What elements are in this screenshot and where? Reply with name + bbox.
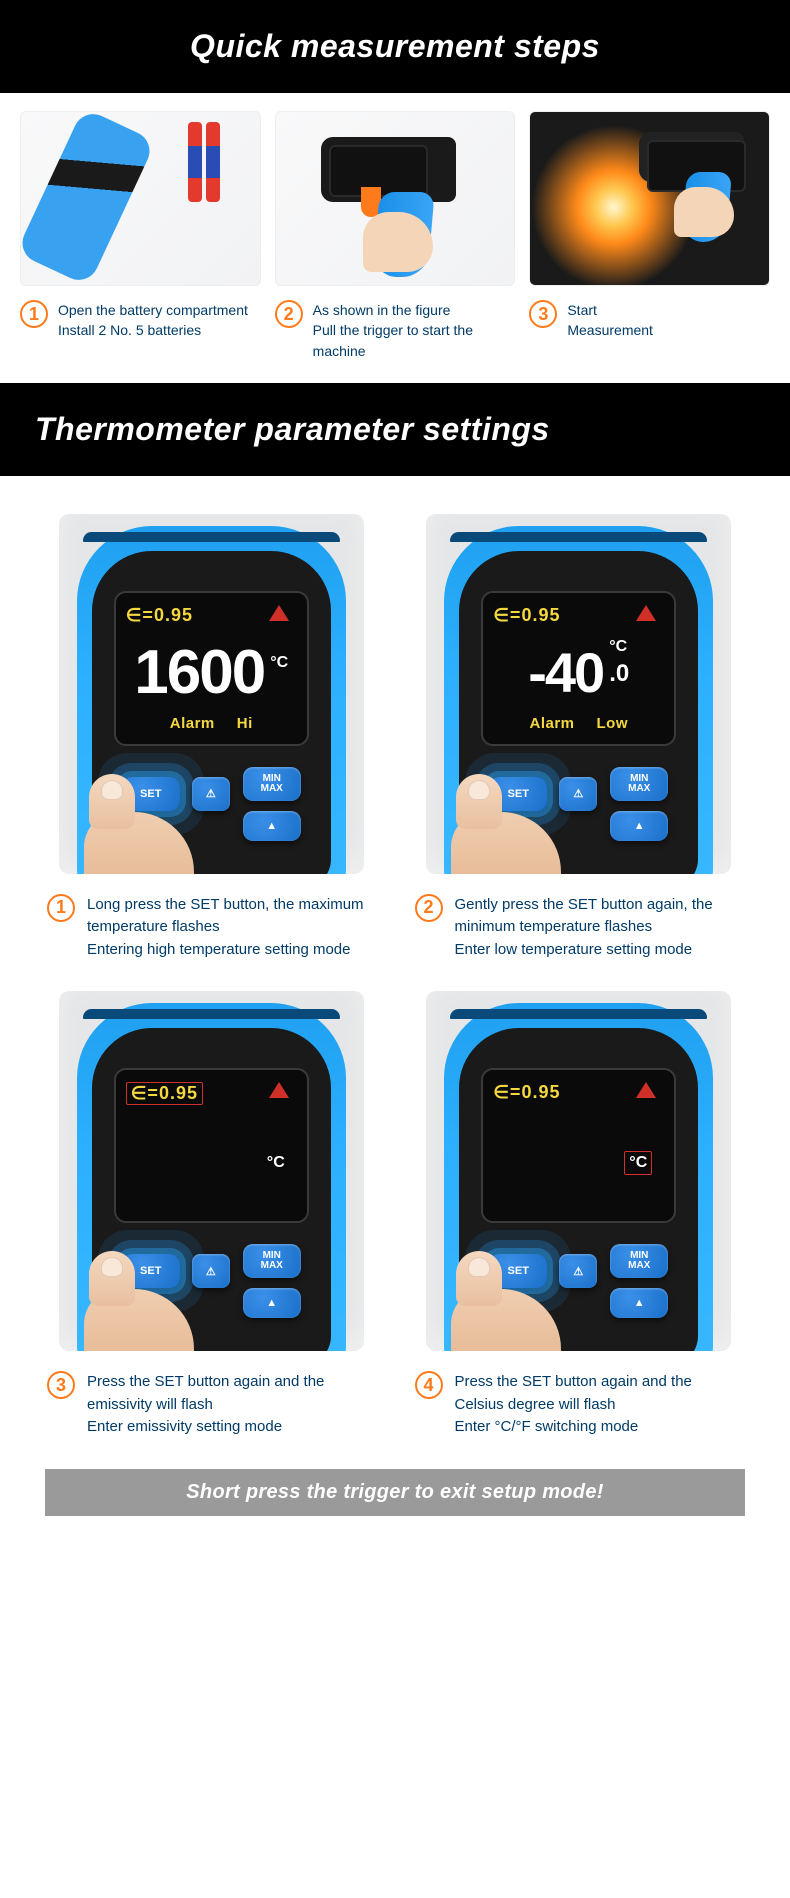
step-number-badge: 4 bbox=[415, 1371, 443, 1399]
step-text: Open the battery compartment Install 2 N… bbox=[58, 300, 248, 341]
quick-steps-row: 1 Open the battery compartment Install 2… bbox=[0, 93, 790, 383]
device-screen: ∈=0.95 1600 °C Alarm Hi bbox=[114, 591, 309, 746]
step-1-image bbox=[20, 111, 261, 286]
finger-illustration bbox=[451, 774, 561, 874]
light-button[interactable]: ⚠ bbox=[559, 777, 597, 811]
footer-note: Short press the trigger to exit setup mo… bbox=[45, 1469, 745, 1516]
up-button[interactable]: ▲ bbox=[610, 1288, 668, 1318]
finger-illustration bbox=[451, 1251, 561, 1351]
device-tile: ∈=0.95 -40 °C .0 Alar bbox=[426, 514, 731, 874]
battery-icon bbox=[188, 122, 202, 202]
batteries-illustration bbox=[188, 122, 220, 202]
minmax-button[interactable]: MIN MAX bbox=[243, 767, 301, 801]
setting-cell-1: ∈=0.95 1600 °C Alarm Hi bbox=[45, 514, 378, 967]
settings-grid: ∈=0.95 1600 °C Alarm Hi bbox=[0, 476, 790, 1459]
step-text: Start Measurement bbox=[567, 300, 653, 341]
emissivity-value: ∈=0.95 bbox=[126, 605, 193, 626]
step-number-badge: 2 bbox=[415, 894, 443, 922]
caption-text: Gently press the SET button again, the m… bbox=[455, 894, 744, 962]
light-button[interactable]: ⚠ bbox=[192, 777, 230, 811]
step-number-badge: 1 bbox=[47, 894, 75, 922]
step-3-column: 3 Start Measurement bbox=[529, 111, 770, 383]
caption-text: Long press the SET button, the maximum t… bbox=[87, 894, 376, 962]
warning-icon bbox=[636, 1082, 656, 1098]
step-number-badge: 3 bbox=[47, 1371, 75, 1399]
device-screen: ∈=0.95 °C bbox=[114, 1068, 309, 1223]
minmax-button[interactable]: MIN MAX bbox=[610, 1244, 668, 1278]
setting-cell-3: ∈=0.95 °C SET ⚠ MIN MAX ▲ bbox=[45, 991, 378, 1444]
warning-icon bbox=[269, 605, 289, 621]
setting-caption-3: 3 Press the SET button again and the emi… bbox=[45, 1351, 378, 1444]
device-tile: ∈=0.95 °C SET ⚠ MIN MAX ▲ bbox=[426, 991, 731, 1351]
step-1-column: 1 Open the battery compartment Install 2… bbox=[20, 111, 261, 383]
up-button[interactable]: ▲ bbox=[243, 1288, 301, 1318]
temperature-reading: 1600 bbox=[134, 642, 264, 704]
setting-caption-2: 2 Gently press the SET button again, the… bbox=[413, 874, 746, 967]
step-number-badge: 1 bbox=[20, 300, 48, 328]
warning-icon bbox=[269, 1082, 289, 1098]
thermometer-gun-illustration bbox=[321, 137, 471, 267]
light-button[interactable]: ⚠ bbox=[192, 1254, 230, 1288]
step-2-image bbox=[275, 111, 516, 286]
unit-label: °C bbox=[270, 654, 288, 672]
light-button[interactable]: ⚠ bbox=[559, 1254, 597, 1288]
thermometer-gun-illustration bbox=[639, 132, 749, 242]
step-number-badge: 3 bbox=[529, 300, 557, 328]
finger-illustration bbox=[84, 1251, 194, 1351]
device-screen: ∈=0.95 °C bbox=[481, 1068, 676, 1223]
decimal-value: .0 bbox=[609, 660, 629, 688]
step-1-caption: 1 Open the battery compartment Install 2… bbox=[20, 286, 261, 363]
step-text: As shown in the figure Pull the trigger … bbox=[313, 300, 516, 361]
step-2-caption: 2 As shown in the figure Pull the trigge… bbox=[275, 286, 516, 383]
caption-text: Press the SET button again and the emiss… bbox=[87, 1371, 376, 1439]
settings-section: ∈=0.95 1600 °C Alarm Hi bbox=[0, 476, 790, 1536]
unit-label: °C bbox=[624, 1151, 652, 1175]
warning-icon bbox=[636, 605, 656, 621]
setting-caption-1: 1 Long press the SET button, the maximum… bbox=[45, 874, 378, 967]
device-tile: ∈=0.95 °C SET ⚠ MIN MAX ▲ bbox=[59, 991, 364, 1351]
alarm-label: Alarm bbox=[170, 715, 215, 732]
step-number-badge: 2 bbox=[275, 300, 303, 328]
temperature-reading: -40 bbox=[528, 645, 603, 701]
step-2-column: 2 As shown in the figure Pull the trigge… bbox=[275, 111, 516, 383]
setting-cell-2: ∈=0.95 -40 °C .0 Alar bbox=[413, 514, 746, 967]
device-tile: ∈=0.95 1600 °C Alarm Hi bbox=[59, 514, 364, 874]
up-button[interactable]: ▲ bbox=[610, 811, 668, 841]
alarm-mode: Low bbox=[597, 715, 629, 732]
emissivity-value: ∈=0.95 bbox=[493, 605, 560, 626]
minmax-button[interactable]: MIN MAX bbox=[243, 1244, 301, 1278]
device-screen: ∈=0.95 -40 °C .0 Alar bbox=[481, 591, 676, 746]
setting-cell-4: ∈=0.95 °C SET ⚠ MIN MAX ▲ bbox=[413, 991, 746, 1444]
section1-title: Quick measurement steps bbox=[0, 0, 790, 93]
section2-title: Thermometer parameter settings bbox=[0, 383, 790, 476]
thermometer-illustration bbox=[20, 111, 156, 286]
alarm-mode: Hi bbox=[237, 715, 253, 732]
setting-caption-4: 4 Press the SET button again and the Cel… bbox=[413, 1351, 746, 1444]
caption-text: Press the SET button again and the Celsi… bbox=[455, 1371, 744, 1439]
unit-label: °C bbox=[267, 1154, 285, 1172]
alarm-label: Alarm bbox=[529, 715, 574, 732]
up-button[interactable]: ▲ bbox=[243, 811, 301, 841]
step-3-image bbox=[529, 111, 770, 286]
emissivity-value: ∈=0.95 bbox=[126, 1082, 203, 1105]
minmax-button[interactable]: MIN MAX bbox=[610, 767, 668, 801]
finger-illustration bbox=[84, 774, 194, 874]
emissivity-value: ∈=0.95 bbox=[493, 1082, 560, 1103]
unit-label: °C bbox=[609, 638, 627, 656]
step-3-caption: 3 Start Measurement bbox=[529, 286, 770, 363]
battery-icon bbox=[206, 122, 220, 202]
